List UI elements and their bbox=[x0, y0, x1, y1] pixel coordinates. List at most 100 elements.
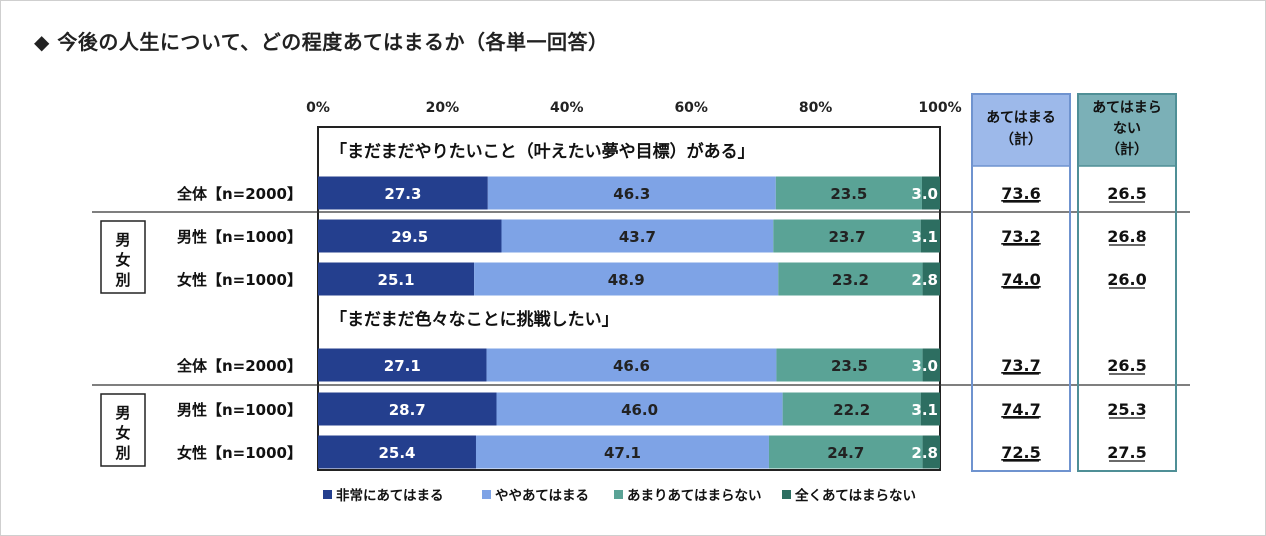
bar-value-label: 27.3 bbox=[384, 185, 421, 203]
group-label-char: 男 bbox=[115, 404, 130, 422]
x-tick-label: 20% bbox=[426, 100, 460, 116]
group-heading: 「まだまだやりたいこと（叶えたい夢や目標）がある」 bbox=[330, 141, 755, 162]
bar-value-label: 23.5 bbox=[831, 357, 868, 375]
bar-value-label: 2.8 bbox=[911, 444, 938, 462]
row-label: 女性【n=1000】 bbox=[177, 444, 302, 462]
disagree-header-text: あてはまら bbox=[1092, 100, 1161, 116]
bar-value-label: 29.5 bbox=[391, 228, 428, 246]
disagree-header-text: （計） bbox=[1106, 141, 1148, 158]
bar-segment bbox=[318, 435, 476, 469]
bar-value-label: 28.7 bbox=[389, 401, 426, 419]
disagree-total: 26.8 bbox=[1107, 227, 1146, 246]
group-label-box bbox=[100, 393, 146, 467]
bar-value-label: 25.4 bbox=[378, 444, 415, 462]
x-tick-label: 40% bbox=[550, 100, 584, 116]
disagree-total: 26.5 bbox=[1107, 184, 1146, 203]
bar-segment bbox=[318, 392, 497, 426]
row-label: 女性【n=1000】 bbox=[177, 271, 302, 289]
row-label: 男性【n=1000】 bbox=[177, 401, 302, 419]
x-tick-label: 0% bbox=[306, 100, 330, 116]
disagree-total: 27.5 bbox=[1107, 443, 1146, 462]
legend-swatch bbox=[323, 490, 332, 499]
bar-segment bbox=[920, 219, 940, 253]
disagree-total: 26.5 bbox=[1107, 356, 1146, 375]
agree-total: 74.0 bbox=[1001, 270, 1040, 289]
x-tick-label: 80% bbox=[799, 100, 833, 116]
bar-value-label: 25.1 bbox=[378, 271, 415, 289]
legend-label: ややあてはまる bbox=[495, 488, 589, 504]
bar-segment bbox=[773, 219, 921, 253]
legend-label: あまりあてはまらない bbox=[627, 488, 761, 504]
bar-segment bbox=[487, 176, 776, 210]
disagree-header-text: ない bbox=[1113, 121, 1141, 137]
bar-segment bbox=[922, 435, 940, 469]
bar-value-label: 3.1 bbox=[911, 401, 938, 419]
agree-column-box bbox=[971, 93, 1071, 472]
row-label: 全体【n=2000】 bbox=[176, 357, 302, 375]
bar-value-label: 48.9 bbox=[608, 271, 645, 289]
bar-value-label: 24.7 bbox=[827, 444, 864, 462]
disagree-total: 25.3 bbox=[1107, 400, 1146, 419]
group-label-char: 別 bbox=[114, 444, 130, 462]
group-label-char: 別 bbox=[114, 271, 130, 289]
bar-segment bbox=[776, 348, 923, 382]
legend-label: 全くあてはまらない bbox=[794, 487, 916, 504]
agree-total: 74.7 bbox=[1001, 400, 1040, 419]
agree-total: 73.2 bbox=[1001, 227, 1040, 246]
bar-segment bbox=[782, 392, 921, 426]
bar-segment bbox=[922, 262, 940, 296]
disagree-total: 26.0 bbox=[1107, 270, 1146, 289]
bar-value-label: 47.1 bbox=[604, 444, 641, 462]
bar-segment bbox=[768, 435, 923, 469]
x-tick-label: 100% bbox=[918, 100, 961, 116]
bar-value-label: 46.0 bbox=[621, 401, 658, 419]
bar-segment bbox=[318, 176, 488, 210]
bar-segment bbox=[474, 262, 779, 296]
agree-header-text: あてはまる bbox=[986, 110, 1055, 126]
bar-segment bbox=[475, 435, 769, 469]
group-label-char: 女 bbox=[115, 424, 130, 442]
legend-swatch bbox=[782, 490, 791, 499]
bar-segment bbox=[921, 176, 940, 210]
group-label-char: 女 bbox=[115, 251, 130, 269]
chart-title: ◆ 今後の人生について、どの程度あてはまるか（各単一回答） bbox=[34, 30, 609, 54]
legend-swatch bbox=[482, 490, 491, 499]
agree-header-text: （計） bbox=[1000, 131, 1042, 148]
group-label-char: 男 bbox=[115, 231, 130, 249]
bar-segment bbox=[496, 392, 783, 426]
agree-total: 73.7 bbox=[1001, 356, 1040, 375]
bar-segment bbox=[922, 348, 940, 382]
bar-segment bbox=[775, 176, 922, 210]
agree-header-box bbox=[971, 93, 1071, 167]
disagree-header-box bbox=[1077, 93, 1177, 167]
bar-value-label: 22.2 bbox=[833, 401, 870, 419]
bar-segment bbox=[318, 262, 475, 296]
bar-segment bbox=[778, 262, 923, 296]
bar-value-label: 3.0 bbox=[911, 185, 938, 203]
legend-label: 非常にあてはまる bbox=[336, 487, 443, 504]
bar-segment bbox=[501, 219, 774, 253]
agree-total: 72.5 bbox=[1001, 443, 1040, 462]
bar-value-label: 3.1 bbox=[911, 228, 938, 246]
bar-segment bbox=[486, 348, 777, 382]
group-heading: 「まだまだ色々なことに挑戦したい」 bbox=[330, 309, 619, 330]
group-label-box bbox=[100, 220, 146, 294]
plot-border bbox=[317, 126, 941, 471]
x-tick-label: 60% bbox=[674, 100, 708, 116]
bar-segment bbox=[318, 348, 487, 382]
bar-value-label: 23.5 bbox=[830, 185, 867, 203]
bar-segment bbox=[920, 392, 940, 426]
bar-value-label: 43.7 bbox=[619, 228, 656, 246]
bar-segment bbox=[318, 219, 502, 253]
bar-value-label: 23.7 bbox=[829, 228, 866, 246]
row-label: 全体【n=2000】 bbox=[176, 185, 302, 203]
bar-value-label: 46.6 bbox=[613, 357, 650, 375]
bar-value-label: 3.0 bbox=[911, 357, 938, 375]
legend-swatch bbox=[614, 490, 623, 499]
disagree-column-box bbox=[1077, 93, 1177, 472]
bar-value-label: 23.2 bbox=[832, 271, 869, 289]
bar-value-label: 27.1 bbox=[384, 357, 421, 375]
bar-value-label: 2.8 bbox=[911, 271, 938, 289]
row-label: 男性【n=1000】 bbox=[177, 228, 302, 246]
